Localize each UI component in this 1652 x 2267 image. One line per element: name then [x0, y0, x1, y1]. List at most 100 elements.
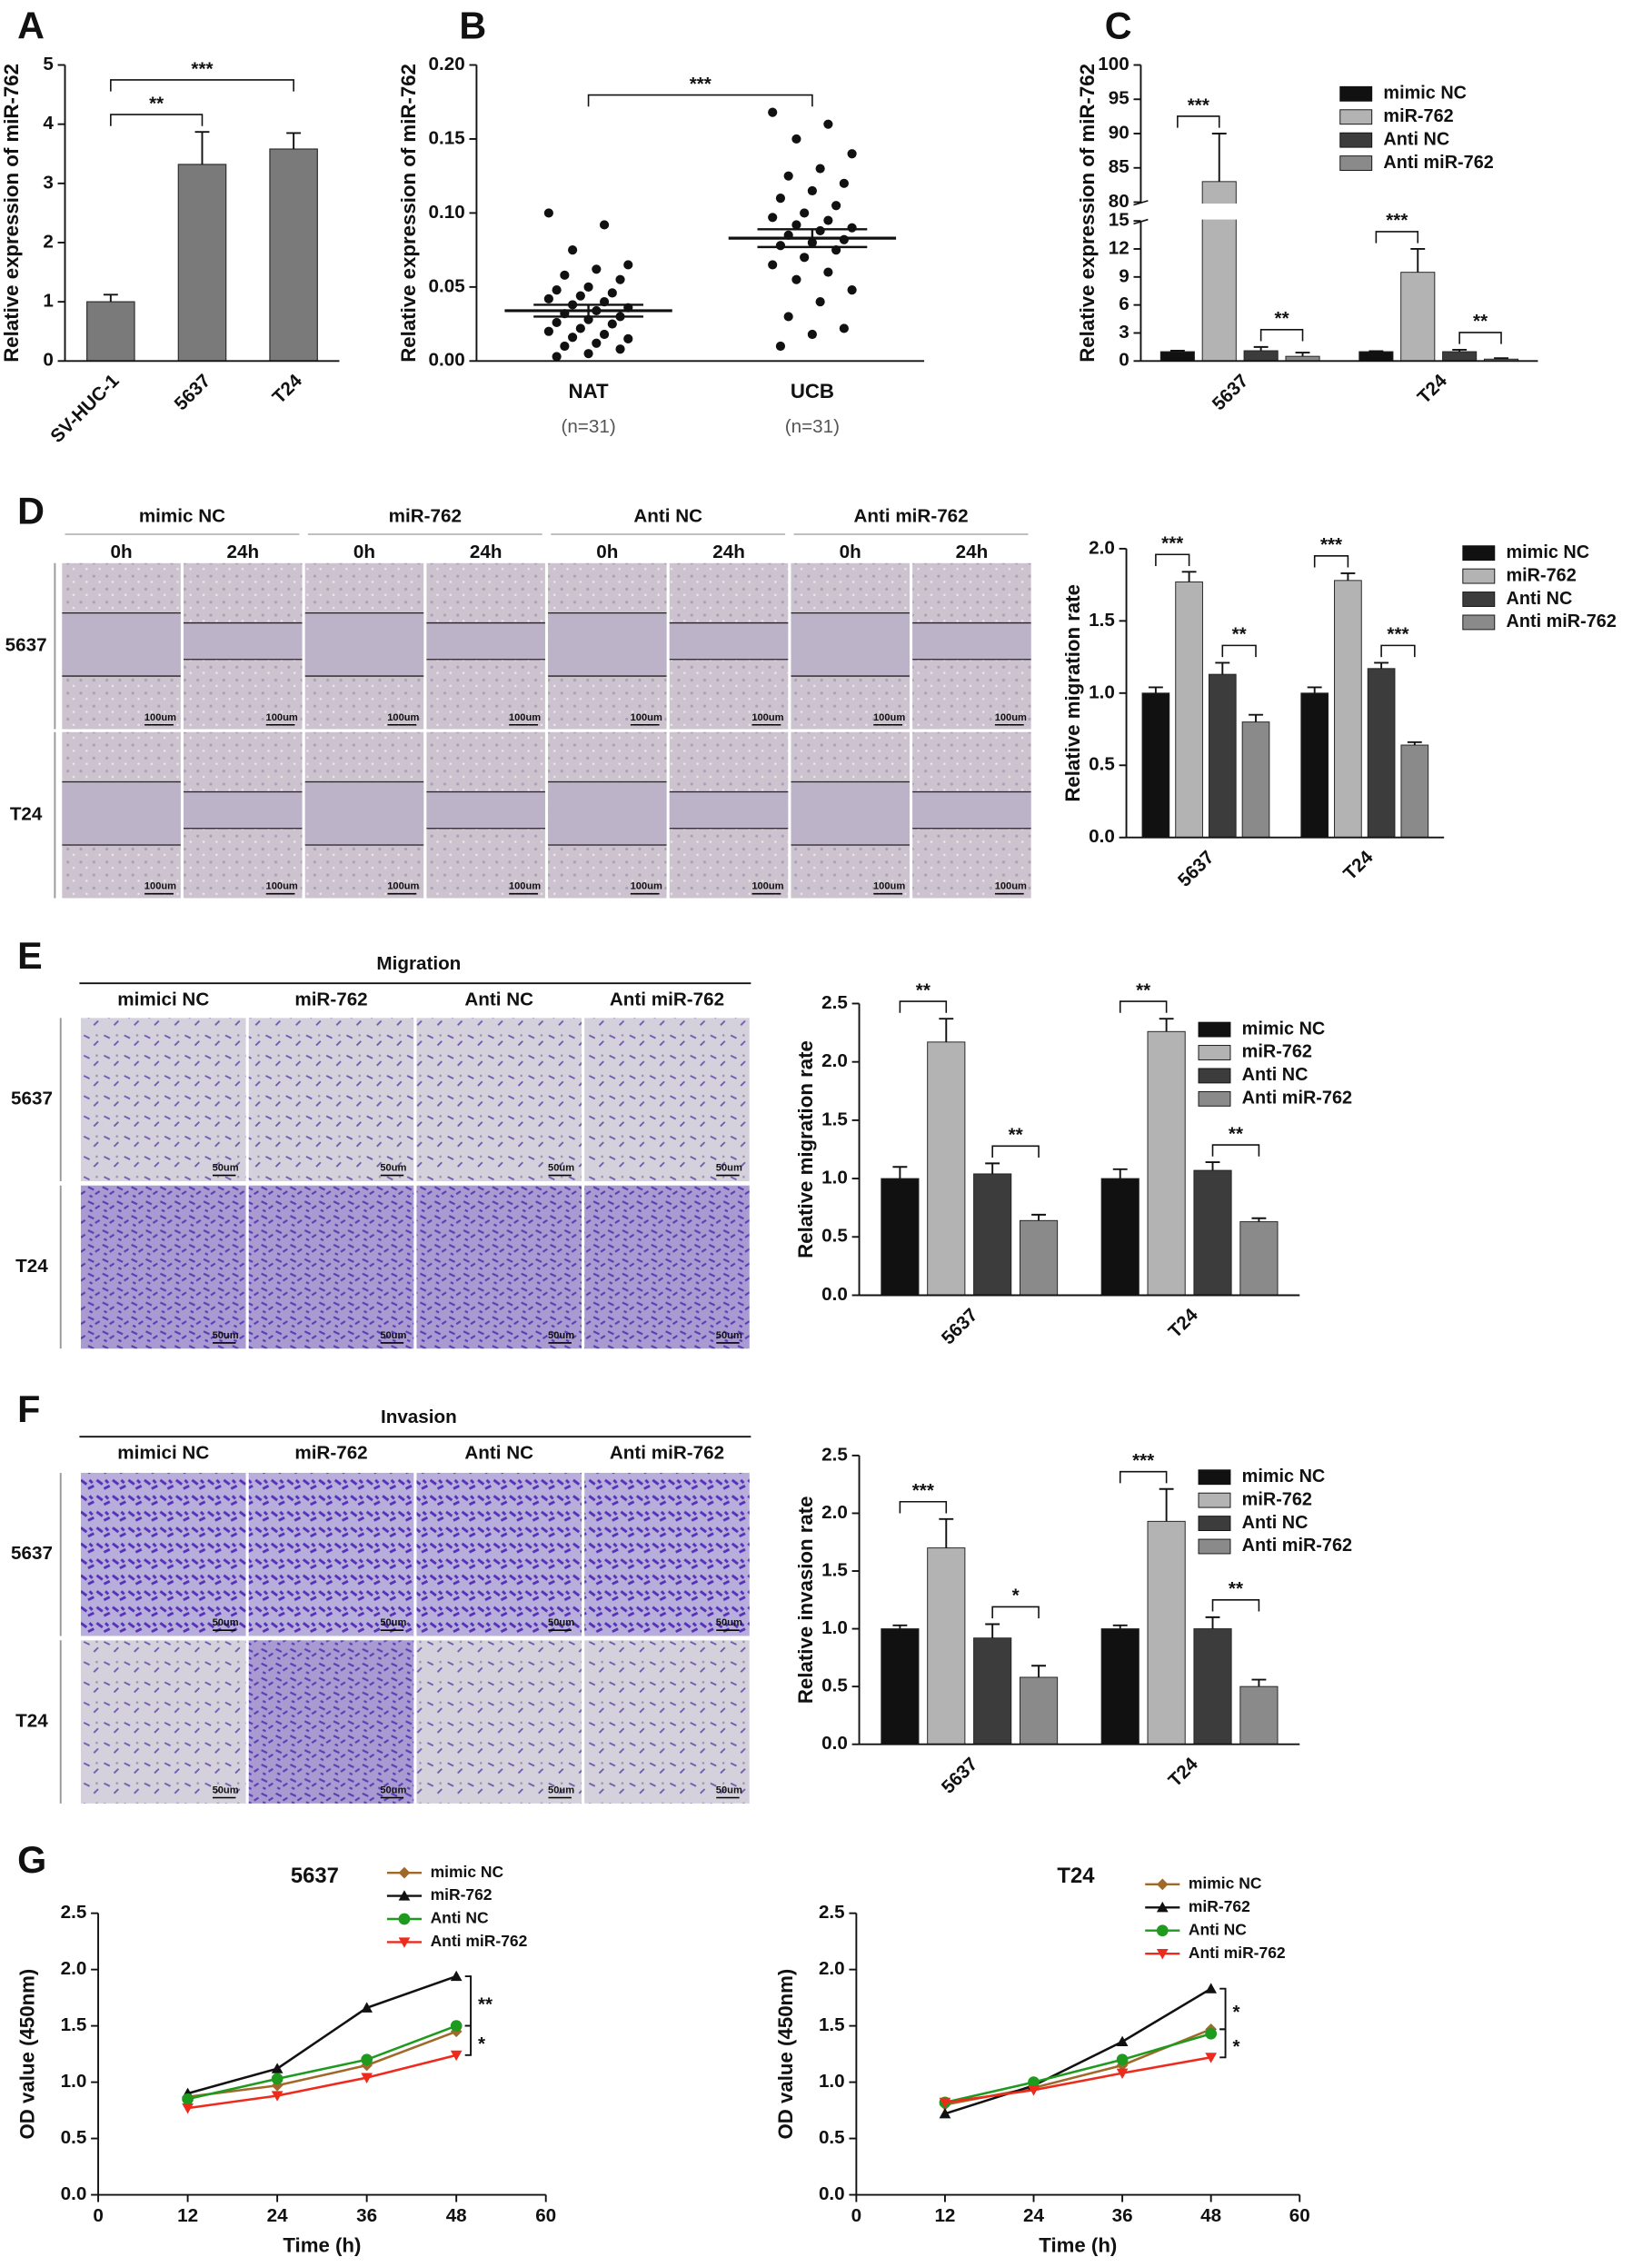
micrograph	[248, 1472, 414, 1636]
data-point	[543, 208, 553, 218]
bar	[1241, 721, 1270, 839]
y-tick-label: 0.5	[821, 1675, 848, 1696]
bar	[1400, 744, 1429, 839]
legend-label: miR-762	[1506, 565, 1576, 585]
data-point	[568, 333, 578, 343]
y-tick-label: 1.0	[1089, 681, 1115, 702]
x-axis-label: Time (h)	[283, 2234, 361, 2257]
y-tick-label: 0.0	[821, 1284, 848, 1305]
y-tick-label: 1.0	[61, 2071, 87, 2092]
significance-bracket	[991, 1606, 1040, 1619]
wound-gap	[184, 791, 303, 829]
wound-gap	[304, 612, 424, 677]
significance-bracket	[110, 79, 294, 92]
y-tick-label: 9	[1119, 265, 1129, 286]
legend-swatch	[1339, 155, 1373, 172]
significance-label: ***	[1161, 533, 1184, 554]
data-point	[1116, 2035, 1129, 2047]
wound-gap	[62, 781, 181, 845]
legend-label: Anti NC	[1383, 129, 1449, 149]
significance-bracket	[1259, 329, 1304, 342]
bar	[1141, 692, 1170, 839]
micrograph	[248, 1018, 414, 1181]
scale-bar-label: 100um	[266, 712, 298, 723]
y-tick-label: 1.5	[821, 1109, 848, 1129]
data-point	[1205, 2027, 1218, 2040]
y-tick-label: 0	[1119, 350, 1129, 371]
bar	[973, 1173, 1012, 1296]
data-point	[1028, 2085, 1040, 2096]
significance-label: **	[1473, 311, 1488, 332]
y-tick-label: 0.0	[821, 1733, 848, 1754]
legend-label: Anti miR-762	[1506, 611, 1616, 631]
significance-bracket	[899, 1000, 948, 1013]
row-label: 5637	[11, 1543, 53, 1564]
significance-label: ***	[690, 74, 712, 94]
error-bar	[985, 1623, 1000, 1638]
scale-bar-label: 50um	[213, 1785, 239, 1796]
data-point	[271, 2063, 284, 2073]
legend-label: mimic NC	[431, 1863, 504, 1881]
scale-bar-label: 50um	[716, 1163, 742, 1174]
data-point	[592, 264, 602, 274]
panel-title: Invasion	[381, 1407, 457, 1427]
data-point	[361, 2073, 373, 2083]
y-tick-label: 0.5	[821, 1226, 848, 1247]
x-tick-label: 24	[1023, 2205, 1044, 2226]
y-axis-label: Relative invasion rate	[794, 1496, 817, 1704]
panel-label: C	[1105, 5, 1132, 47]
significance-bracket	[1458, 332, 1502, 344]
legend-label: mimic NC	[1383, 84, 1467, 104]
y-axis-label: Relative migration rate	[794, 1040, 817, 1258]
error-bar	[1340, 572, 1356, 581]
error-bar	[1452, 349, 1468, 353]
legend-marker	[398, 1890, 411, 1901]
scale-bar-label: 100um	[387, 712, 419, 723]
data-point	[847, 223, 857, 233]
scale-bar-label: 100um	[995, 881, 1027, 892]
y-tick-label: 3	[1119, 322, 1129, 343]
panel-label: D	[17, 491, 45, 532]
micrograph	[584, 1472, 750, 1636]
y-tick-label: 0	[43, 350, 53, 371]
bar	[1334, 580, 1362, 839]
legend-swatch	[1198, 1492, 1231, 1508]
bar	[1159, 351, 1195, 362]
x-tick-label: 48	[446, 2205, 467, 2226]
legend-label: miR-762	[1189, 1897, 1250, 1915]
y-tick-label: 2.5	[821, 992, 848, 1013]
significance-bracket	[1211, 1599, 1260, 1612]
error-bar	[1112, 1624, 1128, 1629]
scale-bar-label: 50um	[213, 1163, 239, 1174]
scale-bar-label: 100um	[751, 881, 783, 892]
y-tick-label: 0.10	[429, 202, 465, 223]
error-bar	[1148, 686, 1163, 693]
error-bar	[286, 132, 302, 150]
data-point	[543, 326, 553, 336]
data-point	[583, 349, 593, 359]
legend-label: miR-762	[431, 1885, 493, 1904]
significance-label: *	[1233, 2036, 1241, 2057]
error-bar	[1368, 350, 1384, 353]
y-tick-label: 2.5	[819, 1902, 845, 1923]
micrograph	[584, 1018, 750, 1181]
wound-gap	[304, 781, 424, 845]
significance-bracket	[1177, 115, 1220, 128]
x-tick-label: 60	[1289, 2205, 1310, 2226]
scale-bar-label: 50um	[548, 1163, 574, 1174]
y-tick-label: 12	[1109, 237, 1130, 258]
significance-label: ***	[1386, 210, 1408, 231]
data-point	[775, 194, 786, 204]
legend-label: miR-762	[1242, 1042, 1312, 1062]
bar	[973, 1637, 1012, 1745]
bar	[1193, 1169, 1232, 1296]
scale-bar-label: 50um	[380, 1785, 406, 1796]
series-line	[944, 2033, 1212, 2104]
legend-label: Anti miR-762	[1242, 1089, 1352, 1109]
bar	[1300, 692, 1329, 839]
wound-gap	[426, 791, 545, 829]
data-point	[839, 178, 849, 188]
error-bar	[892, 1624, 908, 1629]
significance-bracket	[1375, 231, 1419, 244]
wound-gap	[62, 612, 181, 677]
